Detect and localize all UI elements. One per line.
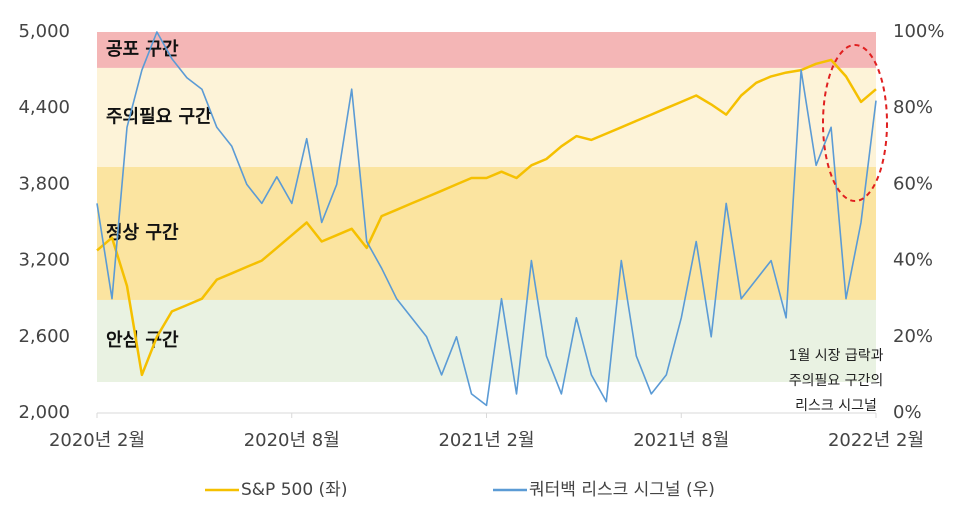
annotation: 1월 시장 급락과 (788, 348, 883, 364)
y-tick-label: 4,400 (18, 97, 70, 118)
zone-band (97, 167, 876, 300)
highlight-ellipse (822, 44, 888, 202)
y2-tick-label: 20% (893, 326, 933, 347)
zone-label: 주의필요 구간 (106, 106, 212, 127)
series-line (96, 31, 877, 407)
zone-band (97, 299, 876, 383)
zone-band (97, 67, 876, 168)
y2-tick-label: 100% (893, 21, 944, 42)
zone-band (97, 32, 876, 68)
y2-tick-label: 40% (893, 250, 933, 271)
x-tick-label: 2021년 8월 (633, 430, 729, 451)
x-tick-label: 2020년 8월 (244, 430, 340, 451)
zone-label: 공포 구간 (106, 39, 179, 60)
y-tick-label: 5,000 (18, 21, 70, 42)
x-tick-label: 2022년 2월 (828, 430, 924, 451)
y2-tick-label: 80% (893, 97, 933, 118)
zone-label: 정상 구간 (106, 222, 179, 243)
legend-label: 쿼터백 리스크 시그널 (우) (529, 480, 715, 500)
annotation: 주의필요 구간의 (789, 373, 884, 389)
y-tick-label: 3,200 (18, 250, 70, 271)
y2-tick-label: 60% (893, 173, 933, 194)
annotation: 리스크 시그널 (795, 398, 877, 414)
y-tick-label: 2,600 (18, 326, 70, 347)
x-tick-label: 2020년 2월 (49, 430, 145, 451)
y-tick-label: 3,800 (18, 173, 70, 194)
legend-label: S&P 500 (좌) (241, 480, 347, 500)
y-tick-label: 2,000 (18, 402, 70, 423)
zone-label: 안심 구간 (106, 330, 179, 351)
y2-tick-label: 0% (893, 402, 922, 423)
series-line (96, 58, 877, 377)
x-tick-label: 2021년 2월 (438, 430, 534, 451)
